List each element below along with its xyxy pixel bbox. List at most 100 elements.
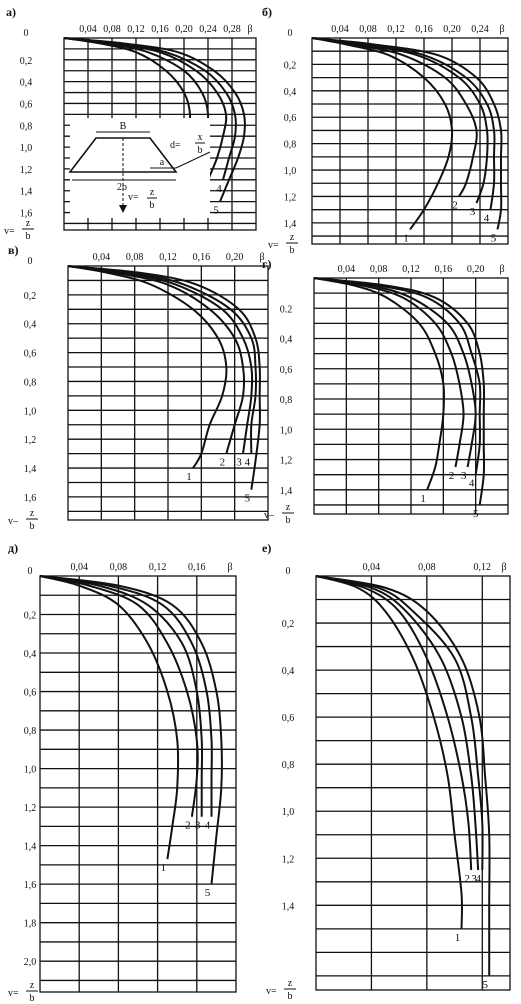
curve-label-2: 2 (464, 873, 470, 885)
x-tick-label: 0,16 (193, 252, 211, 263)
curve-2 (39, 575, 199, 817)
x-tick-label: 0,12 (474, 562, 492, 573)
y-axis-label-v: v= (4, 226, 15, 237)
x-tick-label: 0,20 (175, 24, 193, 35)
y-tick-label: 1,0 (280, 425, 293, 436)
curve-label-1: 1 (420, 493, 426, 505)
curve-3 (39, 575, 204, 817)
curve-label-5: 5 (491, 232, 497, 244)
y-tick-label: 0,6 (284, 113, 297, 124)
curve-label-4: 4 (216, 183, 222, 195)
curve-label-1: 1 (455, 932, 461, 944)
x-axis-label: β (499, 264, 504, 275)
origin-label: 0 (24, 28, 29, 39)
y-tick-label: 0,6 (282, 713, 295, 724)
y-axis-label-denominator: b (30, 521, 35, 532)
x-tick-label: 0,16 (151, 24, 169, 35)
curve-1 (315, 575, 464, 929)
chart-panel-d: д) 0,04 0,08 0,12 0,16 β 0 0,2 0,4 0,6 0,8 1,0 1,2 1,… (8, 541, 237, 1004)
y-tick-label: 1,6 (24, 493, 37, 504)
y-tick-label: 1,2 (24, 435, 37, 446)
curve-label-4: 4 (205, 820, 211, 832)
panel-label: в) (8, 243, 18, 257)
inset-label-d: d= (170, 140, 181, 151)
y-axis-label-numerator: z (290, 232, 295, 243)
x-axis-label: β (227, 562, 232, 573)
curve-label-1: 1 (403, 232, 409, 244)
curve-label-3: 3 (236, 457, 242, 469)
y-tick-label: 0,6 (20, 99, 33, 110)
y-tick-label: 0,4 (24, 320, 37, 331)
x-axis-label: β (259, 252, 264, 263)
y-axis-label-denominator: b (30, 993, 35, 1004)
x-tick-label: 0,12 (159, 252, 177, 263)
origin-label: 0 (286, 566, 291, 577)
x-tick-label: 0,16 (435, 264, 453, 275)
inset-label-B: B (120, 121, 127, 132)
curve-label-5: 5 (205, 887, 211, 899)
y-axis-label-v: v– (8, 516, 19, 527)
y-tick-label: 1,0 (282, 807, 295, 818)
curve-label-5: 5 (473, 508, 479, 520)
y-tick-label: 1,4 (24, 842, 37, 853)
x-axis-label: β (501, 562, 506, 573)
curve-5 (313, 277, 486, 506)
y-axis-label-numerator: z (30, 508, 35, 519)
curve-label-5: 5 (213, 205, 219, 217)
plot-frame (311, 37, 509, 245)
origin-label: 0 (28, 256, 33, 267)
x-tick-label: 0,20 (467, 264, 485, 275)
curve-label-4: 4 (484, 213, 490, 225)
x-tick-label: 0,04 (331, 24, 349, 35)
y-tick-label: 1,4 (280, 486, 293, 497)
curve-label-3: 3 (461, 470, 467, 482)
curve-1 (67, 265, 228, 469)
curve-label-5: 5 (482, 979, 488, 991)
curve-label-4: 4 (469, 478, 475, 490)
y-tick-label: 0,2 (284, 60, 297, 71)
x-tick-label: 0,04 (70, 562, 88, 573)
panel-label: е) (262, 541, 271, 555)
x-tick-label: 0,08 (103, 24, 121, 35)
curve-label-2: 2 (452, 199, 458, 211)
y-tick-label: 0,8 (280, 395, 293, 406)
y-tick-label: 0.2 (280, 304, 293, 315)
y-tick-label: 0,8 (24, 726, 37, 737)
curve-label-3: 3 (471, 873, 477, 885)
y-tick-label: 1,4 (284, 219, 297, 230)
y-tick-label: 1,2 (24, 803, 37, 814)
d-arrow (175, 151, 211, 169)
curve-1 (313, 277, 446, 491)
y-tick-label: 1,2 (284, 192, 297, 203)
y-axis-label-v: v= (268, 240, 279, 251)
x-tick-label: 0,04 (79, 24, 97, 35)
chart-panel-v: в) 0,04 0,08 0,12 0,16 0,20 β 0 0,2 0,4 0,6 0,8 1,0 1… (8, 243, 269, 532)
curve-label-1: 1 (186, 471, 192, 483)
plot-frame (315, 575, 511, 991)
x-tick-label: 0,16 (415, 24, 433, 35)
x-tick-label: 0,12 (402, 264, 420, 275)
down-arrow-icon (119, 205, 127, 213)
y-tick-label: 1,0 (284, 166, 297, 177)
chart-panel-g: г) 0,04 0,08 0,12 0,16 0,20 β 0.2 0,4 0,6 0,8 1,0 1,… (262, 257, 509, 526)
y-tick-label: 0,2 (20, 56, 33, 67)
embankment-shape (68, 137, 178, 173)
curve-label-1: 1 (161, 862, 167, 874)
inset-label-v: v= (128, 192, 139, 203)
inset-label-v-denominator: b (150, 200, 155, 211)
curve-5 (39, 575, 223, 885)
x-tick-label: 0,12 (127, 24, 145, 35)
inset-label-d-denominator: b (198, 145, 203, 156)
y-tick-label: 1,0 (24, 765, 37, 776)
y-axis-label-denominator: b (288, 991, 293, 1002)
y-tick-label: 0,4 (280, 335, 293, 346)
x-tick-label: 0,24 (199, 24, 217, 35)
y-tick-label: 2,0 (24, 957, 37, 968)
curve-label-4: 4 (476, 873, 482, 885)
y-tick-label: 0,8 (284, 140, 297, 151)
x-tick-label: 0,08 (126, 252, 144, 263)
y-tick-label: 0,2 (24, 291, 37, 302)
chart-panel-e: е) 0,04 0,08 0,12 β 0 0,2 0,4 0,6 0,8 1,0 1,2 1,4 v= z… (262, 541, 511, 1002)
curve-label-4: 4 (245, 457, 251, 469)
